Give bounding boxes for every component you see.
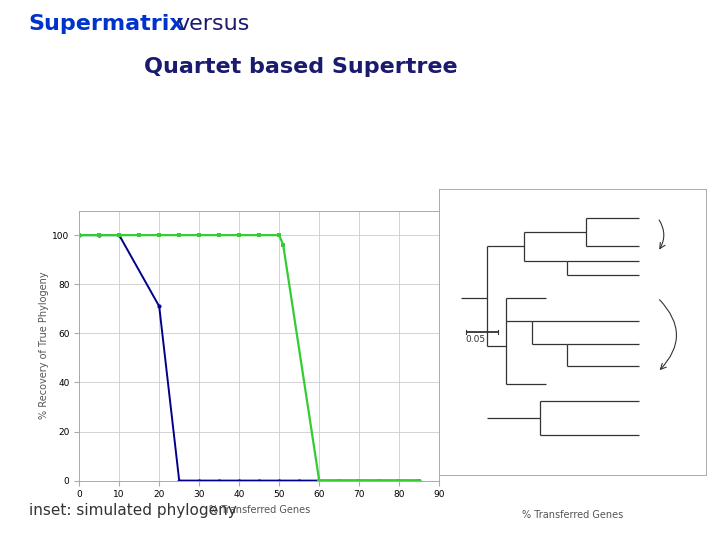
Text: Quartet based Supertree: Quartet based Supertree (144, 57, 458, 77)
Text: 0.05: 0.05 (466, 335, 486, 344)
Text: inset: simulated phylogeny: inset: simulated phylogeny (29, 503, 237, 518)
Text: % Transferred Genes: % Transferred Genes (522, 510, 623, 519)
Text: Supermatrix: Supermatrix (29, 14, 184, 33)
Y-axis label: % Recovery of True Phylogeny: % Recovery of True Phylogeny (40, 272, 50, 420)
Text: versus: versus (176, 14, 250, 33)
X-axis label: % Transferred Genes: % Transferred Genes (209, 505, 310, 515)
